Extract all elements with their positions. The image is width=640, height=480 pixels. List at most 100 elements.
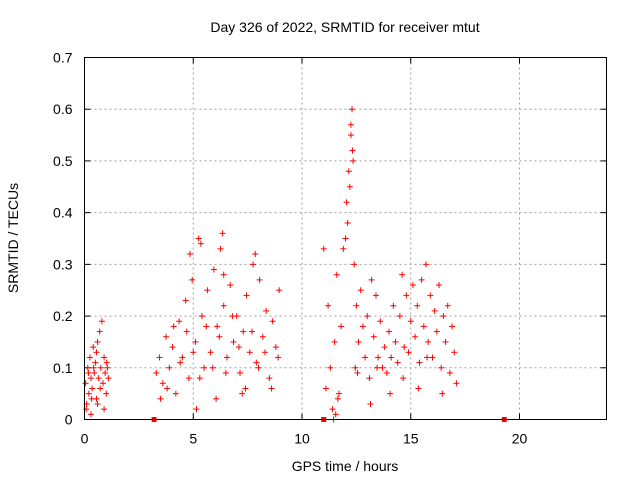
data-point [396, 313, 403, 320]
data-point [453, 380, 460, 387]
data-point [163, 333, 170, 340]
data-point [263, 307, 270, 314]
data-point [262, 349, 269, 356]
data-point [418, 276, 425, 283]
data-point [86, 354, 93, 361]
data-point [204, 287, 211, 294]
data-point [250, 261, 257, 268]
data-point [176, 318, 183, 325]
data-point [153, 369, 160, 376]
data-point [88, 395, 95, 402]
x-tick-label: 15 [403, 431, 419, 447]
data-point [362, 354, 369, 361]
data-point [335, 390, 342, 397]
data-point [431, 307, 438, 314]
data-point [104, 364, 111, 371]
x-tick-label: 0 [81, 431, 89, 447]
data-point [97, 385, 104, 392]
data-point [82, 380, 89, 387]
data-point [439, 390, 446, 397]
data-point [92, 359, 99, 366]
data-point [446, 369, 453, 376]
data-point [269, 318, 276, 325]
data-point [275, 354, 282, 361]
data-point [214, 323, 221, 330]
data-point [256, 276, 263, 283]
data-point [449, 323, 456, 330]
data-point [412, 333, 419, 340]
data-point [350, 157, 357, 164]
data-point [276, 287, 283, 294]
data-point [252, 251, 259, 258]
data-point [198, 313, 205, 320]
data-point [203, 323, 210, 330]
data-point [387, 390, 394, 397]
data-point [97, 364, 104, 371]
data-point [400, 375, 407, 382]
data-point [94, 338, 101, 345]
data-point [177, 359, 184, 366]
data-point [338, 323, 345, 330]
data-point [237, 369, 244, 376]
data-point [190, 349, 197, 356]
data-point [427, 292, 434, 299]
data-point [219, 230, 226, 237]
x-tick-label: 5 [189, 431, 197, 447]
data-point [179, 354, 186, 361]
data-point [103, 390, 110, 397]
data-point [240, 328, 247, 335]
data-point [96, 328, 103, 335]
data-point [183, 328, 190, 335]
data-point [407, 318, 414, 325]
data-point [364, 313, 371, 320]
data-point [235, 344, 242, 351]
data-point [268, 385, 275, 392]
data-point [355, 338, 362, 345]
data-point [169, 344, 176, 351]
data-point [230, 338, 237, 345]
data-point [433, 328, 440, 335]
plot-frame [84, 57, 607, 420]
data-point [451, 349, 458, 356]
y-axis-label: SRMTID / TECUs [5, 183, 21, 293]
data-point [213, 395, 220, 402]
data-point [239, 390, 246, 397]
data-point [159, 380, 166, 387]
data-point [103, 359, 110, 366]
data-point [322, 385, 329, 392]
data-point [85, 390, 92, 397]
data-point [340, 245, 347, 252]
data-point [166, 364, 173, 371]
data-point [344, 219, 351, 226]
data-point [381, 344, 388, 351]
data-point [94, 400, 101, 407]
data-point [440, 313, 447, 320]
data-point [222, 369, 229, 376]
data-point [349, 147, 356, 154]
data-point [424, 354, 431, 361]
data-point [85, 369, 92, 376]
data-point [186, 251, 193, 258]
data-point [347, 121, 354, 128]
data-point [403, 292, 410, 299]
data-point [255, 364, 262, 371]
data-point [394, 359, 401, 366]
data-point [329, 406, 336, 413]
data-point [420, 323, 427, 330]
x-tick-label: 20 [512, 431, 528, 447]
data-point [436, 282, 443, 289]
data-point [405, 349, 412, 356]
data-point [91, 369, 98, 376]
data-point [207, 349, 214, 356]
data-point [101, 354, 108, 361]
data-point [196, 375, 203, 382]
y-tick-label: 0.2 [53, 308, 73, 324]
data-point [353, 302, 360, 309]
chart-title: Day 326 of 2022, SRMTID for receiver mtu… [210, 19, 479, 35]
data-point [334, 395, 341, 402]
data-point [243, 292, 250, 299]
data-point [172, 390, 179, 397]
y-tick-label: 0.4 [53, 205, 73, 221]
y-tick-label: 0.5 [53, 153, 73, 169]
data-point [368, 276, 375, 283]
